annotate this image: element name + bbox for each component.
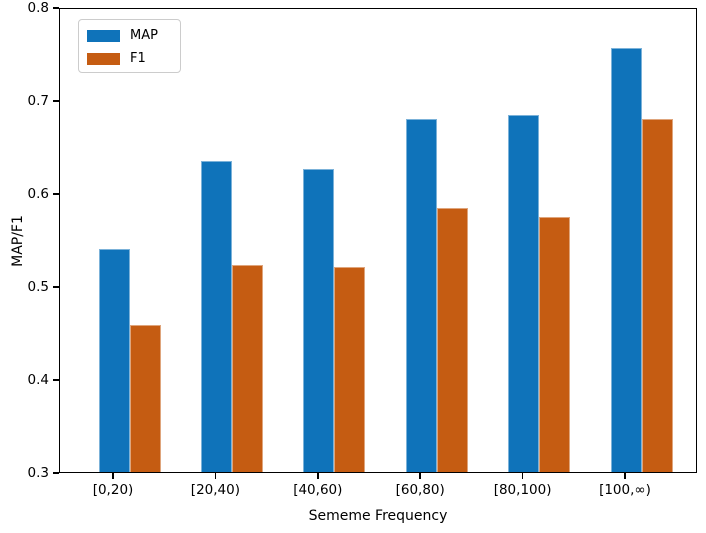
- bar-map-3: [405, 118, 437, 472]
- bar-f1-4: [539, 217, 571, 472]
- bar-f1-0: [129, 325, 161, 472]
- legend-item-f1: F1: [87, 49, 180, 69]
- y-tick-mark: [53, 379, 59, 381]
- bar-map-1: [200, 161, 232, 472]
- y-tick-label: 0.5: [27, 279, 49, 295]
- bar-f1-2: [334, 266, 366, 472]
- y-tick-mark: [53, 7, 59, 9]
- bar-map-2: [303, 168, 335, 472]
- y-tick-label: 0.8: [27, 0, 49, 16]
- plot-area: MAP F1: [59, 8, 697, 473]
- x-tick-label: [20,40): [190, 482, 240, 498]
- x-tick-label: [40,60): [293, 482, 343, 498]
- x-tick-label: [100,∞): [599, 482, 651, 498]
- y-tick-label: 0.3: [27, 465, 49, 481]
- legend-label: MAP: [130, 28, 158, 43]
- x-tick-mark: [419, 473, 422, 479]
- bar-f1-5: [641, 118, 673, 472]
- x-tick-mark: [521, 473, 524, 479]
- bar-f1-3: [436, 207, 468, 472]
- bar-map-0: [98, 248, 130, 472]
- y-axis-label: MAP/F1: [10, 215, 26, 267]
- x-tick-mark: [112, 473, 114, 479]
- y-tick-mark: [53, 472, 59, 474]
- bar-map-4: [508, 114, 540, 472]
- y-tick-label: 0.4: [27, 372, 49, 388]
- legend-item-map: MAP: [87, 26, 180, 46]
- bar-f1-1: [231, 264, 263, 472]
- x-axis-label: Sememe Frequency: [308, 508, 448, 524]
- bar-map-5: [610, 47, 642, 472]
- y-tick-label: 0.7: [27, 93, 49, 109]
- y-tick-mark: [53, 100, 59, 102]
- legend: MAP F1: [78, 19, 181, 73]
- x-tick-label: [60,80): [395, 482, 445, 498]
- legend-swatch-icon: [87, 30, 120, 42]
- x-tick-mark: [316, 473, 319, 479]
- y-tick-mark: [53, 286, 59, 288]
- x-tick-mark: [624, 473, 626, 479]
- x-tick-label: [0,20): [92, 482, 134, 498]
- y-tick-label: 0.6: [27, 186, 49, 202]
- x-tick-label: [80,100): [493, 482, 552, 498]
- y-tick-mark: [53, 193, 59, 195]
- legend-swatch-icon: [87, 53, 120, 65]
- x-tick-mark: [214, 473, 217, 479]
- legend-label: F1: [130, 51, 146, 66]
